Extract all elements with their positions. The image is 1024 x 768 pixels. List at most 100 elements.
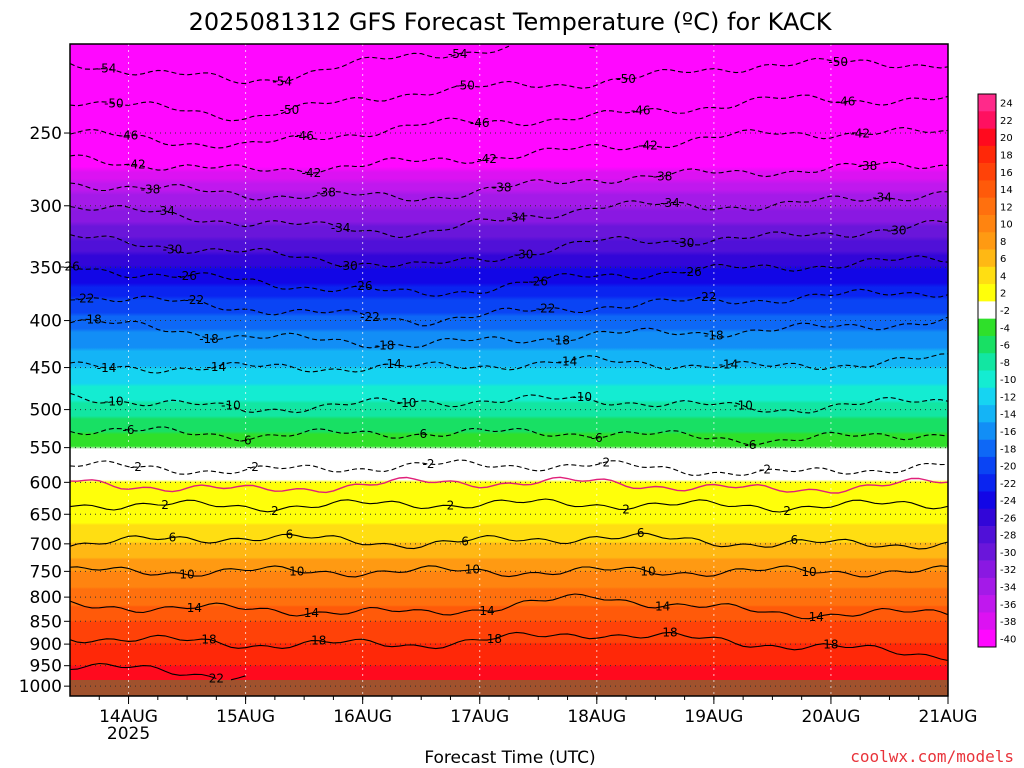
contour-label: -10 xyxy=(104,395,124,409)
contour-line xyxy=(69,459,949,476)
contour-label: 14 xyxy=(655,600,670,614)
x-tick-label: 14AUG xyxy=(99,707,158,727)
contour-label: -2 xyxy=(247,460,259,474)
colorbar-swatch xyxy=(978,405,996,423)
contour-label: 6 xyxy=(286,527,294,541)
contour-label: 22 xyxy=(209,671,224,685)
colorbar-swatch xyxy=(978,387,996,406)
contour-label: 6 xyxy=(169,530,177,544)
x-axis-label: Forecast Time (UTC) xyxy=(424,748,595,768)
contour-label: 2 xyxy=(271,504,279,518)
colorbar-swatch xyxy=(978,491,996,510)
contour-label: -2 xyxy=(130,460,142,474)
colorbar-swatch xyxy=(978,111,996,129)
contour-label: -18 xyxy=(375,338,395,352)
colorbar-frame xyxy=(977,93,997,648)
contour-label: -50 xyxy=(280,103,300,117)
colorbar-swatch xyxy=(978,612,996,631)
contour-label: -34 xyxy=(660,196,680,210)
y-tick-label: 450 xyxy=(30,359,62,379)
contour-label: -42 xyxy=(126,158,146,172)
contour-label: -38 xyxy=(141,182,161,196)
contour-label: -6 xyxy=(744,438,756,452)
contour-label: 10 xyxy=(801,565,816,579)
contour-label: -22 xyxy=(536,301,556,315)
colorbar-swatch xyxy=(978,577,996,596)
contour-line xyxy=(69,532,949,550)
contour-label: -26 xyxy=(528,274,548,288)
plot-area: -54 -54 -54 -50 -50 -50 -50 -50 -46 -46 -46 -46 -46 -… xyxy=(60,43,949,697)
colorbar-swatch xyxy=(978,422,996,440)
y-tick-label: 650 xyxy=(30,505,62,525)
colorbar-swatch xyxy=(978,94,996,112)
contour-label: -26 xyxy=(177,269,197,283)
colorbar-label: 10 xyxy=(1000,220,1013,231)
colorbar-swatch xyxy=(978,214,996,233)
y-tick-label: 850 xyxy=(30,612,62,632)
contour-label: 10 xyxy=(640,565,655,579)
contour-label: -46 xyxy=(294,129,314,143)
contour-label: -34 xyxy=(507,211,527,225)
colorbar-swatch xyxy=(978,318,996,337)
contour-label: -10 xyxy=(733,398,753,412)
contour-label: -42 xyxy=(850,126,870,140)
contour-label: -18 xyxy=(199,332,219,346)
colorbar-swatch xyxy=(978,145,996,164)
colorbar-swatch xyxy=(978,180,996,198)
x-tick-label: 16AUG xyxy=(333,707,392,727)
contour-line xyxy=(69,161,948,202)
y-tick-label: 800 xyxy=(30,588,62,608)
contour-label: 6 xyxy=(461,534,469,548)
colorbar-label: 2 xyxy=(1000,289,1006,300)
colorbar-label: 18 xyxy=(1000,150,1013,161)
colorbar-label: 8 xyxy=(1000,237,1006,248)
y-tick-label: 500 xyxy=(30,401,62,421)
contour-label: -38 xyxy=(858,159,878,173)
colorbar-label: -10 xyxy=(1000,375,1016,386)
contour-label: 18 xyxy=(311,634,326,648)
contour-line xyxy=(69,631,949,662)
contour-label: 18 xyxy=(823,638,838,652)
colorbar-label: -24 xyxy=(1000,496,1016,507)
x-tick-label: 18AUG xyxy=(567,707,626,727)
pressure-axis: 250 300 350 400 450 500 550 600 650 700 750 800 850 9… xyxy=(19,124,70,697)
contour-label: -10 xyxy=(397,396,417,410)
colorbar-swatch xyxy=(978,232,996,250)
colorbar-label: -12 xyxy=(1000,392,1016,403)
contour-label: -2 xyxy=(759,463,771,477)
contour-label: 14 xyxy=(187,601,202,615)
y-tick-label: 900 xyxy=(30,635,62,655)
contour-line xyxy=(69,57,949,122)
contour-label: -22 xyxy=(360,310,380,324)
colorbar-swatch xyxy=(978,353,996,371)
y-tick-label: 950 xyxy=(30,657,62,677)
contour-lines xyxy=(69,45,949,681)
contour-label: -14 xyxy=(719,358,739,372)
contour-label: -46 xyxy=(836,95,856,109)
colorbar-label: -28 xyxy=(1000,531,1016,542)
contour-label: -50 xyxy=(104,97,124,111)
contour-label: -10 xyxy=(572,390,592,404)
contour-label: -6 xyxy=(123,423,135,437)
contour-label: 10 xyxy=(465,562,480,576)
colorbar-swatch xyxy=(978,543,996,561)
contour-label: 14 xyxy=(809,610,824,624)
contour-line xyxy=(69,476,949,494)
colorbar-label: 20 xyxy=(1000,133,1013,144)
contour-label: -30 xyxy=(338,259,358,273)
contour-line xyxy=(69,565,949,578)
x-year-label: 2025 xyxy=(107,724,150,744)
contour-label: -18 xyxy=(82,313,102,327)
colorbar-swatch xyxy=(978,301,996,319)
colorbar-label: 22 xyxy=(1000,116,1013,127)
colorbar-swatch xyxy=(978,128,996,147)
contour-label: 14 xyxy=(304,606,319,620)
contour-label: -22 xyxy=(697,290,717,304)
contour-label: 2 xyxy=(161,498,169,512)
colorbar-swatch xyxy=(978,284,996,302)
colorbar-label: -22 xyxy=(1000,479,1016,490)
colorbar-label: -40 xyxy=(1000,634,1016,645)
contour-label: -6 xyxy=(415,427,427,441)
contour-line xyxy=(69,316,949,349)
colorbar-label: 12 xyxy=(1000,202,1013,213)
